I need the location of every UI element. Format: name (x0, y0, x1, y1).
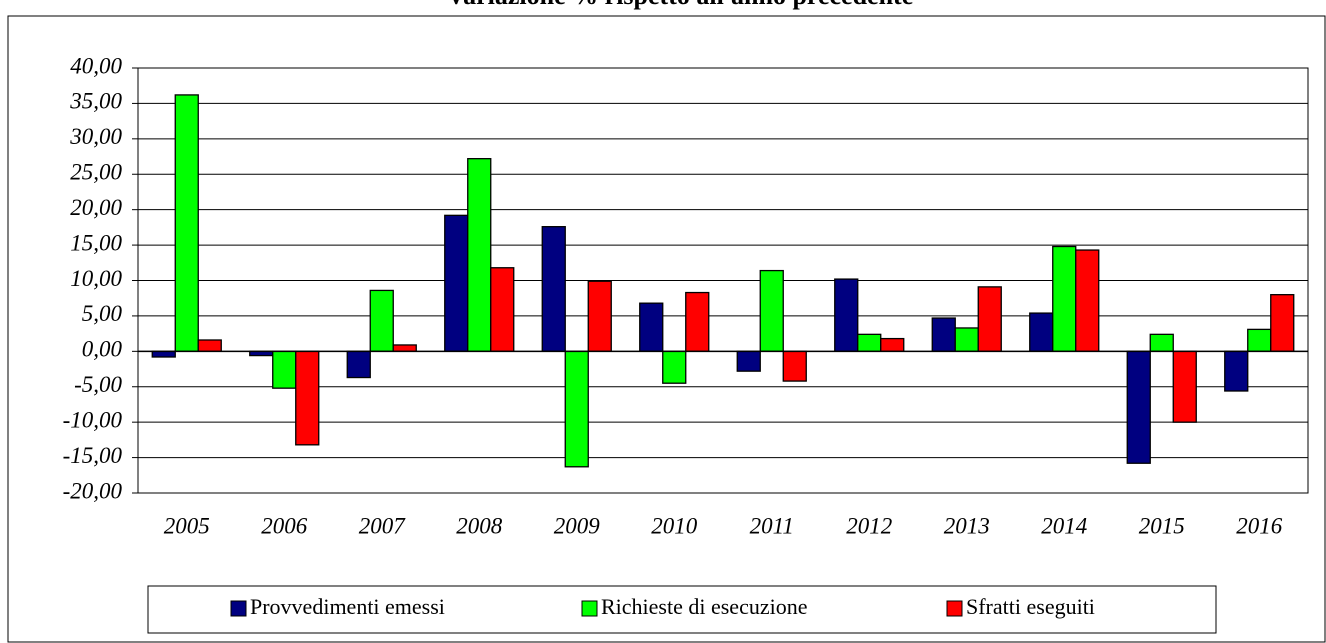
x-tick-label: 2010 (651, 513, 698, 538)
bar (1172, 350, 1197, 423)
bar (880, 337, 905, 352)
bar (662, 350, 687, 384)
bar (1149, 333, 1174, 352)
chart-title: Variazione % rispetto all'anno precedent… (447, 0, 914, 10)
y-tick-label: 25,00 (70, 160, 122, 185)
legend-swatch (230, 600, 247, 617)
x-tick-label: 2007 (359, 513, 407, 538)
bar (197, 339, 222, 352)
bar (1247, 328, 1272, 352)
bar (736, 350, 761, 372)
x-tick-label: 2011 (750, 513, 794, 538)
bar (1270, 294, 1295, 352)
y-tick-label: 35,00 (69, 89, 122, 114)
bar (857, 333, 882, 352)
x-tick-label: 2013 (944, 513, 990, 538)
y-tick-label: 30,00 (69, 124, 122, 149)
bar (369, 289, 394, 352)
x-tick-label: 2005 (164, 513, 210, 538)
y-tick-label: -10,00 (63, 407, 123, 432)
x-tick-label: 2015 (1139, 513, 1185, 538)
bar (564, 350, 589, 468)
bar (639, 302, 664, 352)
y-tick-label: 10,00 (70, 266, 122, 291)
bar (782, 350, 807, 382)
bar (954, 327, 979, 352)
y-tick-label: -20,00 (63, 478, 123, 503)
bar (685, 291, 710, 352)
bar (1075, 249, 1100, 352)
bar (295, 350, 320, 446)
legend-swatch (581, 600, 598, 617)
bar (151, 350, 176, 358)
x-tick-label: 2009 (554, 513, 601, 538)
bar (1224, 350, 1249, 392)
bar (444, 214, 469, 352)
bar (467, 158, 492, 352)
bar (174, 94, 199, 352)
bar (541, 226, 566, 352)
x-tick-label: 2012 (846, 513, 892, 538)
x-tick-label: 2008 (456, 513, 503, 538)
bar (931, 317, 956, 352)
bar (272, 350, 297, 389)
y-tick-label: -5,00 (74, 372, 122, 397)
legend-label: Provvedimenti emessi (250, 594, 445, 619)
legend-swatch (946, 600, 963, 617)
bar (1126, 350, 1151, 464)
chart-frame (7, 15, 1326, 643)
legend-label: Richieste di esecuzione (601, 594, 807, 619)
bar (587, 280, 612, 352)
legend-box (147, 585, 1217, 634)
bar (1029, 312, 1054, 352)
bar (834, 278, 859, 352)
bar (1052, 245, 1077, 352)
bar (490, 267, 515, 352)
legend-label: Sfratti eseguiti (966, 594, 1095, 619)
y-tick-label: 40,00 (70, 53, 122, 78)
x-tick-label: 2016 (1236, 513, 1283, 538)
y-tick-label: 5,00 (82, 301, 123, 326)
bar (346, 350, 371, 379)
x-tick-label: 2014 (1041, 513, 1087, 538)
y-tick-label: 15,00 (70, 230, 122, 255)
bar (392, 344, 417, 352)
bar (759, 269, 784, 352)
y-tick-label: 20,00 (70, 195, 122, 220)
y-tick-label: -15,00 (63, 443, 123, 468)
x-tick-label: 2006 (261, 513, 308, 538)
y-tick-label: 0,00 (82, 337, 123, 362)
bar (977, 286, 1002, 352)
